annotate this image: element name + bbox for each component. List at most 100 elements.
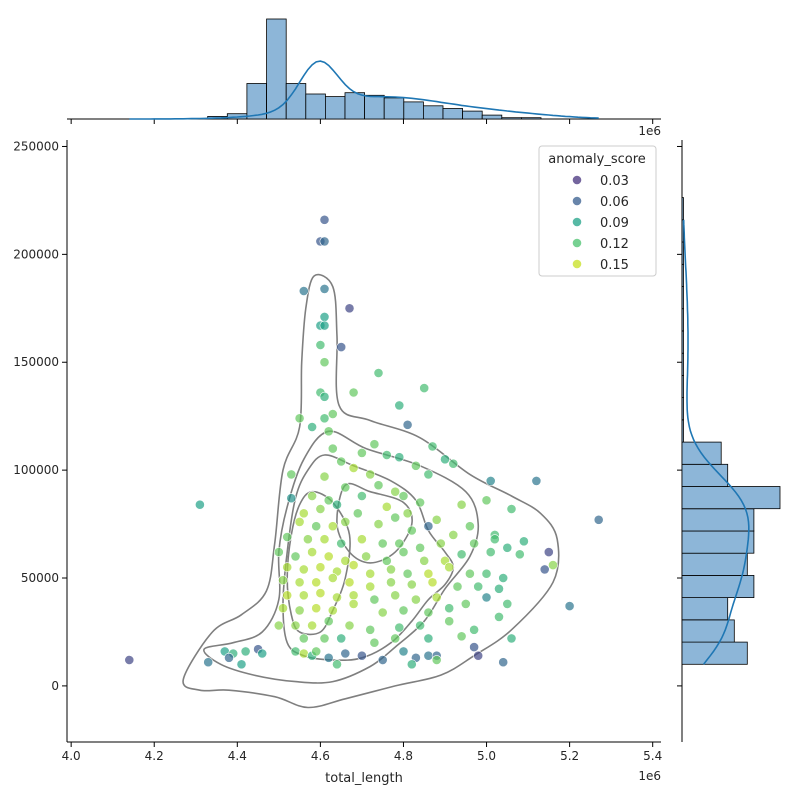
scatter-point	[456, 631, 467, 642]
scatter-point	[473, 581, 484, 592]
scatter-point	[485, 547, 496, 557]
x-tick-label: 4.4	[228, 749, 247, 763]
kde-contour-2	[203, 430, 480, 684]
legend-title: anomaly_score	[548, 152, 646, 167]
scatter-point	[294, 605, 305, 616]
scatter-point	[365, 581, 376, 592]
x-tick-label: 4.2	[145, 749, 164, 763]
y-tick-label: 100000	[13, 463, 59, 477]
x-tick-label: 4.0	[62, 749, 81, 763]
top-hist-bar	[442, 108, 464, 120]
y-tick-label: 0	[51, 679, 59, 693]
scatter-point	[319, 214, 330, 225]
scatter-point	[469, 624, 479, 635]
scatter-point	[315, 588, 326, 598]
scatter-point	[286, 493, 297, 504]
top-hist-bar	[422, 105, 444, 120]
scatter-point	[502, 599, 513, 609]
scatter-point	[315, 562, 326, 573]
scatter-point	[307, 547, 317, 557]
scatter-point	[431, 655, 442, 665]
scatter-point	[402, 419, 413, 430]
legend-marker	[572, 259, 582, 269]
right-hist-bar	[681, 397, 684, 421]
scatter-point	[311, 646, 322, 657]
scatter-point	[240, 646, 251, 657]
scatter-point	[344, 620, 355, 631]
scatter-point	[444, 562, 455, 573]
right-hist-bar	[681, 641, 748, 665]
scatter-point	[323, 426, 334, 437]
scatter-point	[327, 605, 338, 616]
scatter-point	[394, 538, 405, 549]
scatter-point	[273, 620, 284, 631]
x-axis-offset-label: 1e6	[638, 769, 661, 783]
y-tick-label: 250000	[13, 139, 59, 153]
right-hist-bar	[681, 597, 729, 621]
x-axis-title: total_length	[325, 771, 403, 786]
scatter-point	[311, 603, 322, 614]
scatter-point	[415, 542, 425, 553]
scatter-point	[332, 592, 342, 603]
scatter-point	[298, 590, 309, 601]
scatter-point	[298, 508, 309, 519]
right-hist-bar	[681, 374, 684, 398]
scatter-point	[336, 633, 347, 644]
right-marginal-histogram	[677, 140, 781, 742]
scatter-point	[327, 409, 338, 419]
scatter-point	[124, 655, 135, 665]
top-hist-bar	[521, 117, 542, 120]
scatter-points	[124, 214, 604, 670]
scatter-point	[348, 590, 359, 601]
scatter-point	[423, 633, 434, 644]
legend-label: 0.12	[600, 237, 629, 252]
scatter-point	[373, 368, 384, 378]
scatter-point	[431, 514, 442, 525]
scatter-point	[398, 547, 409, 557]
scatter-point	[344, 303, 355, 314]
scatter-point	[448, 458, 459, 469]
x-tick-label: 4.6	[311, 749, 330, 763]
scatter-point	[564, 601, 575, 611]
scatter-point	[394, 622, 405, 633]
scatter-point	[315, 340, 326, 350]
scatter-point	[514, 549, 525, 560]
scatter-point	[494, 612, 504, 622]
scatter-point	[502, 542, 513, 553]
scatter-point	[406, 659, 417, 670]
scatter-point	[456, 549, 467, 560]
scatter-point	[406, 525, 417, 536]
scatter-point	[381, 450, 392, 460]
scatter-point	[381, 501, 392, 512]
scatter-point	[327, 573, 338, 583]
scatter-point	[319, 311, 330, 322]
legend-marker	[572, 238, 582, 248]
scatter-point	[224, 652, 234, 663]
axes: 4.0 4.2 4.4 4.6 4.8 5.0 5.2 5.4 0 50000 100000 1500…	[13, 139, 662, 763]
scatter-point	[290, 551, 301, 562]
scatter-point	[423, 469, 434, 480]
top-hist-bar	[364, 94, 385, 120]
scatter-point	[406, 579, 417, 590]
top-hist-bar	[403, 101, 424, 120]
scatter-point	[444, 616, 455, 627]
scatter-point	[282, 562, 293, 573]
scatter-point	[203, 657, 214, 668]
kde-contour-1	[182, 273, 560, 709]
scatter-point	[423, 650, 434, 661]
scatter-point	[489, 534, 500, 545]
scatter-point	[390, 486, 401, 497]
scatter-point	[294, 413, 305, 424]
scatter-point	[290, 620, 301, 631]
scatter-point	[377, 607, 388, 618]
top-hist-bar	[324, 96, 346, 120]
scatter-point	[278, 575, 288, 586]
scatter-point	[431, 592, 442, 603]
scatter-point	[340, 648, 351, 659]
scatter-point	[319, 633, 330, 644]
scatter-point	[473, 650, 484, 661]
top-hist-bar	[383, 97, 405, 120]
scatter-point	[494, 583, 504, 594]
scatter-point	[323, 652, 334, 663]
scatter-point	[336, 342, 347, 352]
